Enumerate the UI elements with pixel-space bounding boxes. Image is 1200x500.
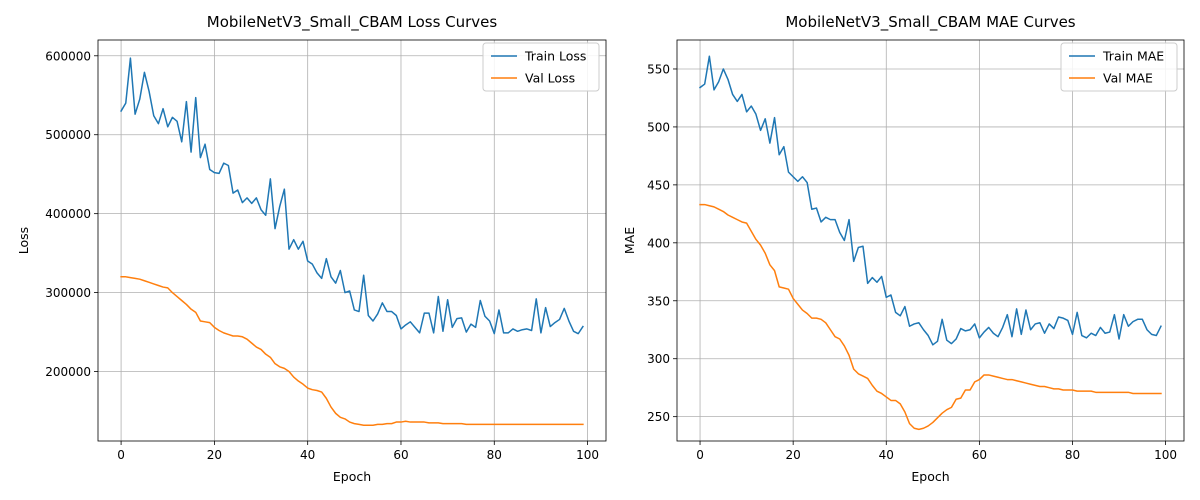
mae-series-line-val [699, 203, 1162, 431]
mae-legend-box [1060, 42, 1178, 92]
mae-x-tick-label: 80 [1065, 448, 1080, 462]
loss-x-tick-label: 80 [487, 448, 502, 462]
mae-y-tick-label: 550 [647, 62, 670, 76]
loss-x-tick-label: 60 [393, 448, 408, 462]
loss-y-tick-label: 600000 [45, 49, 91, 63]
loss-y-axis-label: Loss [16, 227, 31, 254]
mae-chart-title: MobileNetV3_Small_CBAM MAE Curves [785, 13, 1075, 32]
loss-plot-frame [97, 39, 607, 442]
mae-x-axis-label: Epoch [911, 469, 949, 484]
loss-legend: Train Loss Val Loss [482, 42, 600, 92]
mae-x-tick-label: 60 [972, 448, 987, 462]
loss-x-tick-label: 100 [576, 448, 599, 462]
mae-series-line-train [699, 55, 1162, 346]
loss-legend-label-val: Val Loss [525, 71, 575, 86]
loss-y-tick-label: 500000 [45, 128, 91, 142]
loss-x-tick-label: 40 [300, 448, 315, 462]
mae-x-tick-label: 100 [1154, 448, 1177, 462]
loss-chart-title: MobileNetV3_Small_CBAM Loss Curves [207, 13, 498, 32]
loss-y-tick-label: 400000 [45, 207, 91, 221]
mae-y-tick-label: 350 [647, 294, 670, 308]
mae-legend: Train MAE Val MAE [1060, 42, 1178, 92]
mae-x-tick-label: 0 [696, 448, 704, 462]
mae-y-tick-label: 500 [647, 120, 670, 134]
mae-y-tick-label: 450 [647, 178, 670, 192]
loss-legend-label-train: Train Loss [524, 49, 586, 64]
loss-series-line-train [120, 57, 584, 335]
mae-legend-label-val: Val MAE [1103, 71, 1153, 86]
loss-y-tick-label: 300000 [45, 286, 91, 300]
loss-chart: MobileNetV3_Small_CBAM Loss Curves 0 20 40 6… [16, 13, 607, 484]
mae-legend-label-train: Train MAE [1102, 49, 1164, 64]
mae-y-tick-label: 400 [647, 236, 670, 250]
loss-x-tick-label: 0 [117, 448, 125, 462]
mae-x-tick-label: 20 [786, 448, 801, 462]
loss-y-tick-label: 200000 [45, 365, 91, 379]
mae-y-tick-label: 250 [647, 410, 670, 424]
mae-plot-frame [676, 39, 1185, 442]
loss-series-line-val [120, 276, 584, 426]
mae-y-axis-label: MAE [622, 227, 637, 254]
loss-x-tick-label: 20 [207, 448, 222, 462]
loss-legend-box [482, 42, 600, 92]
mae-x-tick-label: 40 [879, 448, 894, 462]
mae-chart: MobileNetV3_Small_CBAM MAE Curves 0 20 40 60… [622, 13, 1185, 484]
loss-x-axis-label: Epoch [333, 469, 371, 484]
mae-y-tick-label: 300 [647, 352, 670, 366]
